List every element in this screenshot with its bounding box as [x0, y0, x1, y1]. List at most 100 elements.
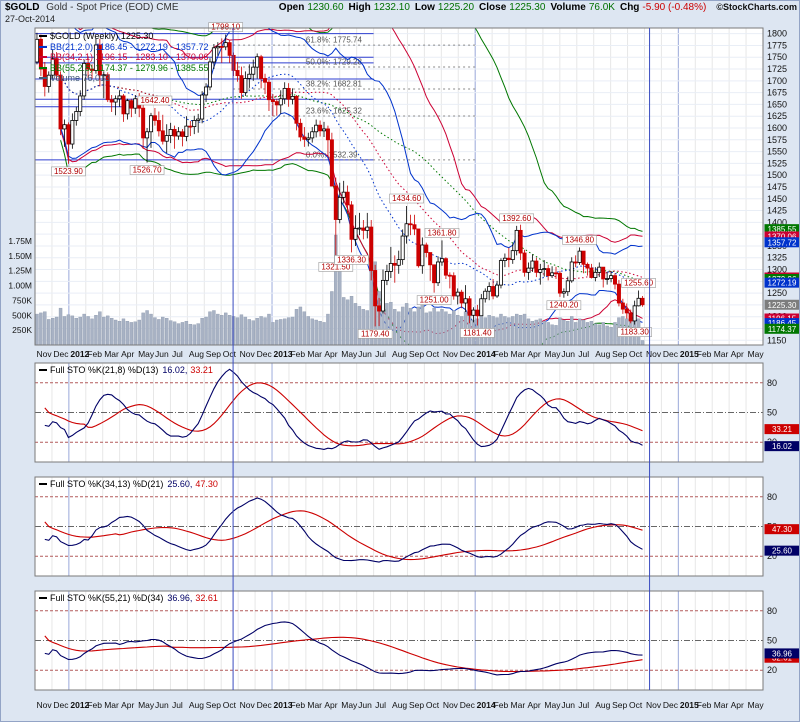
legend-bb21-row: BB(21,2.0) 1186.45 - 1272.19 - 1357.72: [39, 42, 208, 53]
svg-text:1575: 1575: [767, 135, 787, 145]
svg-text:Apr: Apr: [731, 349, 744, 359]
stoch2-title-text: Full STO %K(34,13) %D(21): [50, 479, 164, 489]
line-marker-icon: [39, 483, 47, 485]
main-plot-border: [34, 27, 764, 346]
svg-text:2015: 2015: [680, 700, 699, 710]
svg-text:Apr: Apr: [731, 700, 744, 710]
svg-text:Apr: Apr: [121, 700, 134, 710]
svg-text:1550: 1550: [767, 147, 787, 157]
volume-value: 76.0K: [588, 2, 615, 13]
svg-text:Feb: Feb: [494, 349, 509, 359]
svg-text:Nov: Nov: [240, 349, 256, 359]
svg-text:Oct: Oct: [629, 700, 643, 710]
svg-text:2014: 2014: [477, 349, 496, 359]
svg-text:50: 50: [767, 636, 777, 646]
svg-text:1251.00: 1251.00: [420, 296, 449, 305]
svg-text:Nov: Nov: [37, 349, 53, 359]
svg-text:Apr: Apr: [324, 700, 337, 710]
svg-text:80: 80: [767, 606, 777, 616]
stoch3-d-value: 32.61: [195, 593, 218, 603]
svg-text:25.60: 25.60: [772, 547, 793, 556]
stoch3-title-text: Full STO %K(55,21) %D(34): [50, 593, 164, 603]
svg-text:Feb: Feb: [697, 349, 712, 359]
svg-text:1370.06: 1370.06: [768, 232, 797, 241]
price-level-boxes: 1385.551370.061357.721283.101279.961272.…: [764, 224, 800, 334]
stoch2-d-value: 47.30: [195, 479, 218, 489]
svg-text:1800: 1800: [767, 29, 787, 39]
svg-text:500K: 500K: [12, 310, 32, 320]
stoch2-k-value: 25.60,: [167, 479, 193, 489]
svg-text:1186.45: 1186.45: [768, 319, 797, 328]
svg-text:1357.72: 1357.72: [768, 238, 797, 247]
svg-text:Oct: Oct: [223, 349, 237, 359]
stoch1-value-boxes: 33.21 16.02: [764, 424, 800, 452]
svg-text:2015: 2015: [680, 349, 699, 359]
svg-text:80: 80: [767, 378, 777, 388]
chart-legend: $GOLD (Weekly) 1225.30 BB(21,2.0) 1186.4…: [39, 31, 208, 84]
svg-text:Mar: Mar: [104, 349, 119, 359]
svg-text:Mar: Mar: [511, 349, 526, 359]
svg-text:1.25M: 1.25M: [8, 266, 32, 276]
svg-text:1385.55: 1385.55: [768, 225, 797, 234]
svg-text:1425: 1425: [767, 206, 787, 216]
svg-text:Dec: Dec: [663, 349, 679, 359]
svg-text:Mar: Mar: [307, 349, 322, 359]
svg-text:Dec: Dec: [257, 349, 273, 359]
low-label: Low: [414, 2, 435, 13]
svg-text:1642.40: 1642.40: [140, 96, 169, 105]
legend-symbol-row: $GOLD (Weekly) 1225.30: [39, 31, 208, 42]
stoch1-title-text: Full STO %K(21,8) %D(13): [50, 365, 159, 375]
svg-text:Aug: Aug: [189, 349, 204, 359]
svg-text:1336.30: 1336.30: [337, 255, 366, 264]
svg-text:Jun: Jun: [155, 700, 169, 710]
svg-text:1675: 1675: [767, 88, 787, 98]
svg-text:1750: 1750: [767, 52, 787, 62]
svg-text:Jul: Jul: [172, 700, 183, 710]
svg-text:Sep: Sep: [612, 349, 627, 359]
svg-text:Jun: Jun: [561, 349, 575, 359]
svg-text:2014: 2014: [477, 700, 496, 710]
legend-bb34-row: BB(34,2.1) 1196.15 - 1283.10 - 1370.06: [39, 52, 208, 63]
svg-text:1150: 1150: [767, 335, 786, 345]
stoch2-curves: [44, 497, 643, 563]
price-axis-labels: 1150117512001225125012751300132513501375…: [767, 29, 787, 346]
symbol: $GOLD: [5, 2, 40, 13]
stoch3-title: Full STO %K(55,21) %D(34) 36.96, 32.61: [39, 593, 218, 603]
close-value: 1225.30: [509, 2, 546, 13]
svg-text:Jul: Jul: [375, 349, 386, 359]
svg-text:Sep: Sep: [409, 349, 424, 359]
svg-text:Nov: Nov: [646, 700, 662, 710]
svg-text:1775: 1775: [767, 40, 787, 50]
stoch3-curves: [44, 621, 643, 676]
svg-text:23.6%: 1625.32: 23.6%: 1625.32: [306, 107, 363, 116]
svg-text:Sep: Sep: [206, 700, 221, 710]
stoch3-levels: 80 50 20: [35, 606, 777, 675]
svg-text:50: 50: [767, 408, 777, 418]
svg-text:Nov: Nov: [443, 349, 459, 359]
svg-text:Mar: Mar: [104, 700, 119, 710]
legend-bb55-row: BB(55,2.5) 1174.37 - 1279.96 - 1385.55: [39, 63, 208, 74]
svg-text:Aug: Aug: [595, 700, 610, 710]
symbol-block: $GOLD Gold - Spot Price (EOD) CME: [5, 2, 179, 13]
stoch2-title: Full STO %K(34,13) %D(21) 25.60, 47.30: [39, 479, 218, 489]
svg-text:Jun: Jun: [561, 700, 575, 710]
svg-text:1525: 1525: [767, 158, 787, 168]
svg-text:Feb: Feb: [290, 700, 305, 710]
svg-text:Jun: Jun: [155, 349, 169, 359]
line-marker-icon: [39, 45, 47, 48]
svg-text:1450: 1450: [767, 194, 787, 204]
low-value: 1225.20: [437, 2, 475, 13]
svg-text:Mar: Mar: [714, 700, 729, 710]
stoch1-title: Full STO %K(21,8) %D(13) 16.02, 33.21: [39, 365, 213, 375]
svg-text:1.75M: 1.75M: [8, 236, 32, 246]
stoch1-k-value: 16.02,: [162, 365, 188, 375]
svg-text:1725: 1725: [767, 64, 787, 74]
stoch2-value-boxes: 47.30 25.60: [764, 524, 800, 556]
svg-text:61.8%: 1775.74: 61.8%: 1775.74: [306, 36, 363, 45]
svg-text:2012: 2012: [70, 700, 89, 710]
svg-text:1300: 1300: [767, 265, 787, 275]
close-label: Close: [479, 2, 507, 13]
